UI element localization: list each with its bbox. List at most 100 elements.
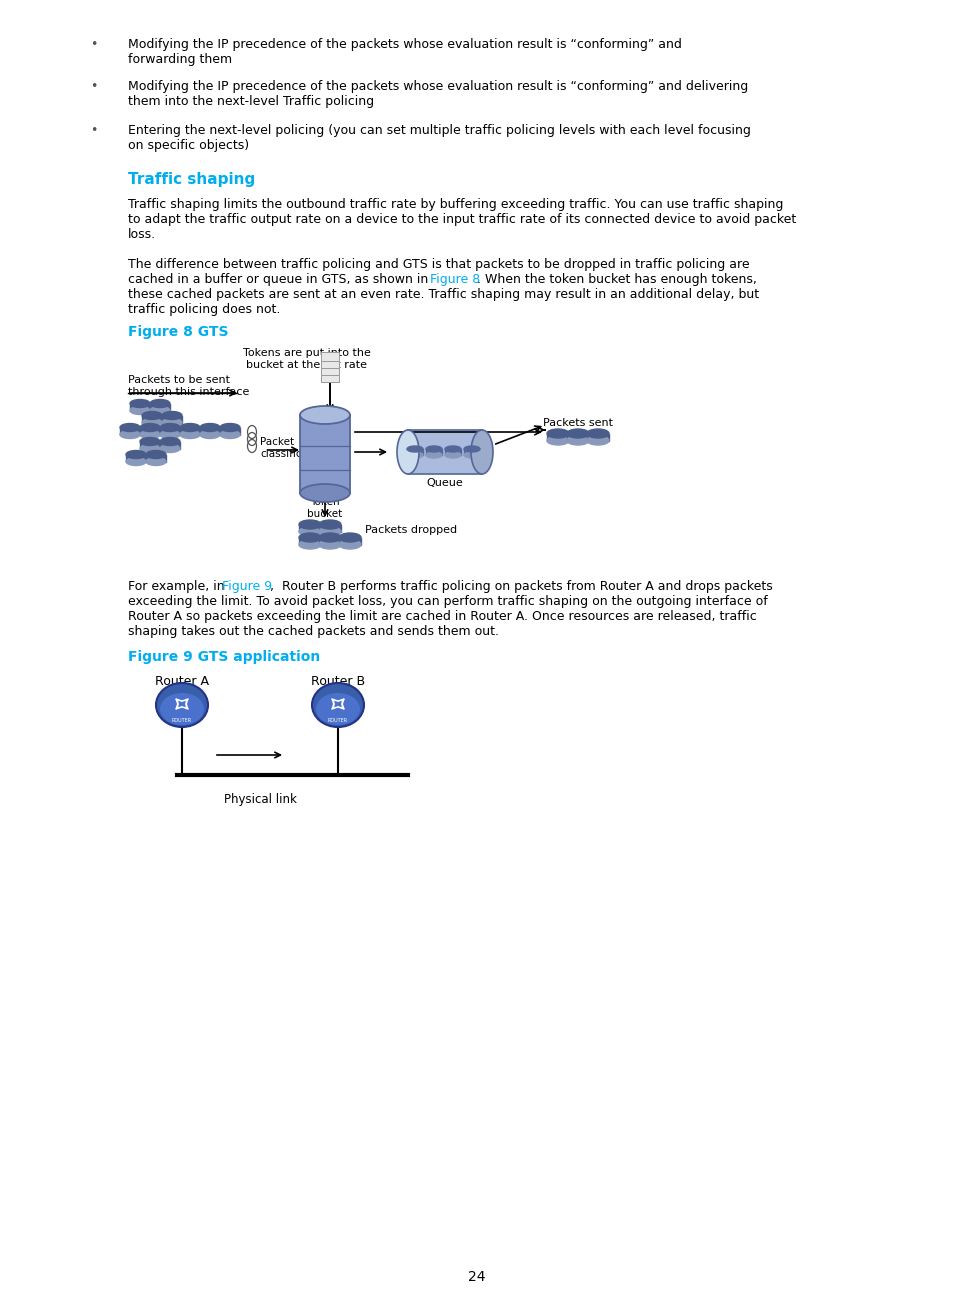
Bar bbox=[299, 415, 350, 492]
Bar bbox=[408, 430, 481, 474]
Bar bbox=[150, 403, 170, 411]
Ellipse shape bbox=[407, 452, 422, 457]
Text: Figure 9: Figure 9 bbox=[222, 581, 272, 594]
Text: Physical link: Physical link bbox=[223, 793, 296, 806]
Text: Packets to be sent
through this interface: Packets to be sent through this interfac… bbox=[128, 375, 249, 397]
Ellipse shape bbox=[160, 424, 180, 432]
Ellipse shape bbox=[220, 430, 240, 438]
Ellipse shape bbox=[407, 446, 422, 452]
Text: Figure 8 GTS: Figure 8 GTS bbox=[128, 325, 229, 340]
Text: traffic policing does not.: traffic policing does not. bbox=[128, 303, 280, 316]
Ellipse shape bbox=[160, 438, 180, 446]
Ellipse shape bbox=[426, 452, 441, 457]
Text: shaping takes out the cached packets and sends them out.: shaping takes out the cached packets and… bbox=[128, 625, 498, 638]
Ellipse shape bbox=[566, 429, 588, 438]
Ellipse shape bbox=[150, 399, 170, 407]
Ellipse shape bbox=[546, 435, 568, 445]
Ellipse shape bbox=[142, 412, 162, 420]
Bar bbox=[318, 538, 340, 544]
Ellipse shape bbox=[126, 457, 146, 465]
Ellipse shape bbox=[338, 533, 360, 542]
Ellipse shape bbox=[299, 406, 350, 424]
Text: Entering the next-level policing (you can set multiple traffic policing levels w: Entering the next-level policing (you ca… bbox=[128, 124, 750, 152]
Ellipse shape bbox=[180, 430, 200, 438]
Text: Router A so packets exceeding the limit are cached in Router A. Once resources a: Router A so packets exceeding the limit … bbox=[128, 610, 756, 623]
Bar bbox=[426, 448, 441, 455]
Text: ROUTER: ROUTER bbox=[172, 718, 192, 723]
Text: Traffic shaping limits the outbound traffic rate by buffering exceeding traffic.: Traffic shaping limits the outbound traf… bbox=[128, 198, 796, 241]
Ellipse shape bbox=[396, 430, 418, 474]
Text: ,  Router B performs traffic policing on packets from Router A and drops packets: , Router B performs traffic policing on … bbox=[270, 581, 772, 594]
Text: Packets sent: Packets sent bbox=[542, 419, 613, 428]
Text: •: • bbox=[90, 124, 97, 137]
Bar bbox=[180, 428, 200, 434]
Ellipse shape bbox=[160, 445, 180, 452]
Ellipse shape bbox=[162, 419, 182, 426]
Ellipse shape bbox=[120, 430, 140, 438]
Ellipse shape bbox=[160, 430, 180, 438]
Text: exceeding the limit. To avoid packet loss, you can perform traffic shaping on th: exceeding the limit. To avoid packet los… bbox=[128, 595, 767, 608]
Ellipse shape bbox=[140, 430, 160, 438]
Bar bbox=[407, 448, 422, 455]
Ellipse shape bbox=[156, 683, 208, 727]
Text: The difference between traffic policing and GTS is that packets to be dropped in: The difference between traffic policing … bbox=[128, 258, 749, 271]
Ellipse shape bbox=[463, 446, 479, 452]
Ellipse shape bbox=[130, 399, 150, 407]
Ellipse shape bbox=[160, 693, 204, 724]
Bar bbox=[200, 428, 220, 434]
Ellipse shape bbox=[130, 407, 150, 415]
Ellipse shape bbox=[338, 540, 360, 550]
Text: •: • bbox=[90, 80, 97, 93]
Ellipse shape bbox=[444, 446, 460, 452]
Bar bbox=[338, 538, 360, 544]
Ellipse shape bbox=[298, 533, 320, 542]
Bar bbox=[320, 373, 338, 382]
Ellipse shape bbox=[426, 446, 441, 452]
Ellipse shape bbox=[220, 424, 240, 432]
Bar bbox=[298, 538, 320, 544]
Ellipse shape bbox=[315, 693, 359, 724]
Bar bbox=[320, 359, 338, 368]
Text: For example, in: For example, in bbox=[128, 581, 229, 594]
Bar bbox=[586, 433, 608, 441]
Bar bbox=[444, 448, 460, 455]
Ellipse shape bbox=[318, 520, 340, 529]
Ellipse shape bbox=[586, 435, 608, 445]
Bar bbox=[220, 428, 240, 434]
Bar bbox=[546, 433, 568, 441]
Bar bbox=[318, 525, 340, 531]
Ellipse shape bbox=[200, 430, 220, 438]
Text: •: • bbox=[90, 38, 97, 51]
Ellipse shape bbox=[444, 452, 460, 457]
Ellipse shape bbox=[150, 407, 170, 415]
Ellipse shape bbox=[312, 683, 364, 727]
Ellipse shape bbox=[298, 520, 320, 529]
Ellipse shape bbox=[318, 540, 340, 550]
Text: Modifying the IP precedence of the packets whose evaluation result is “conformin: Modifying the IP precedence of the packe… bbox=[128, 80, 747, 108]
Text: 24: 24 bbox=[468, 1270, 485, 1284]
Ellipse shape bbox=[463, 452, 479, 457]
Ellipse shape bbox=[200, 424, 220, 432]
Bar bbox=[140, 428, 160, 434]
Ellipse shape bbox=[126, 451, 146, 459]
Bar bbox=[160, 428, 180, 434]
Bar bbox=[463, 448, 479, 455]
Ellipse shape bbox=[318, 533, 340, 542]
Ellipse shape bbox=[546, 429, 568, 438]
Ellipse shape bbox=[140, 438, 160, 446]
Text: Router B: Router B bbox=[311, 675, 365, 688]
Text: . When the token bucket has enough tokens,: . When the token bucket has enough token… bbox=[476, 273, 756, 286]
Ellipse shape bbox=[318, 527, 340, 537]
Bar bbox=[298, 525, 320, 531]
Text: ROUTER: ROUTER bbox=[328, 718, 348, 723]
Bar bbox=[162, 416, 182, 422]
Ellipse shape bbox=[120, 424, 140, 432]
Bar bbox=[146, 455, 166, 461]
Bar bbox=[566, 433, 588, 441]
Ellipse shape bbox=[140, 424, 160, 432]
Text: Packets dropped: Packets dropped bbox=[365, 525, 456, 535]
Bar bbox=[140, 442, 160, 448]
Ellipse shape bbox=[180, 424, 200, 432]
Text: Traffic shaping: Traffic shaping bbox=[128, 172, 255, 187]
Ellipse shape bbox=[298, 527, 320, 537]
